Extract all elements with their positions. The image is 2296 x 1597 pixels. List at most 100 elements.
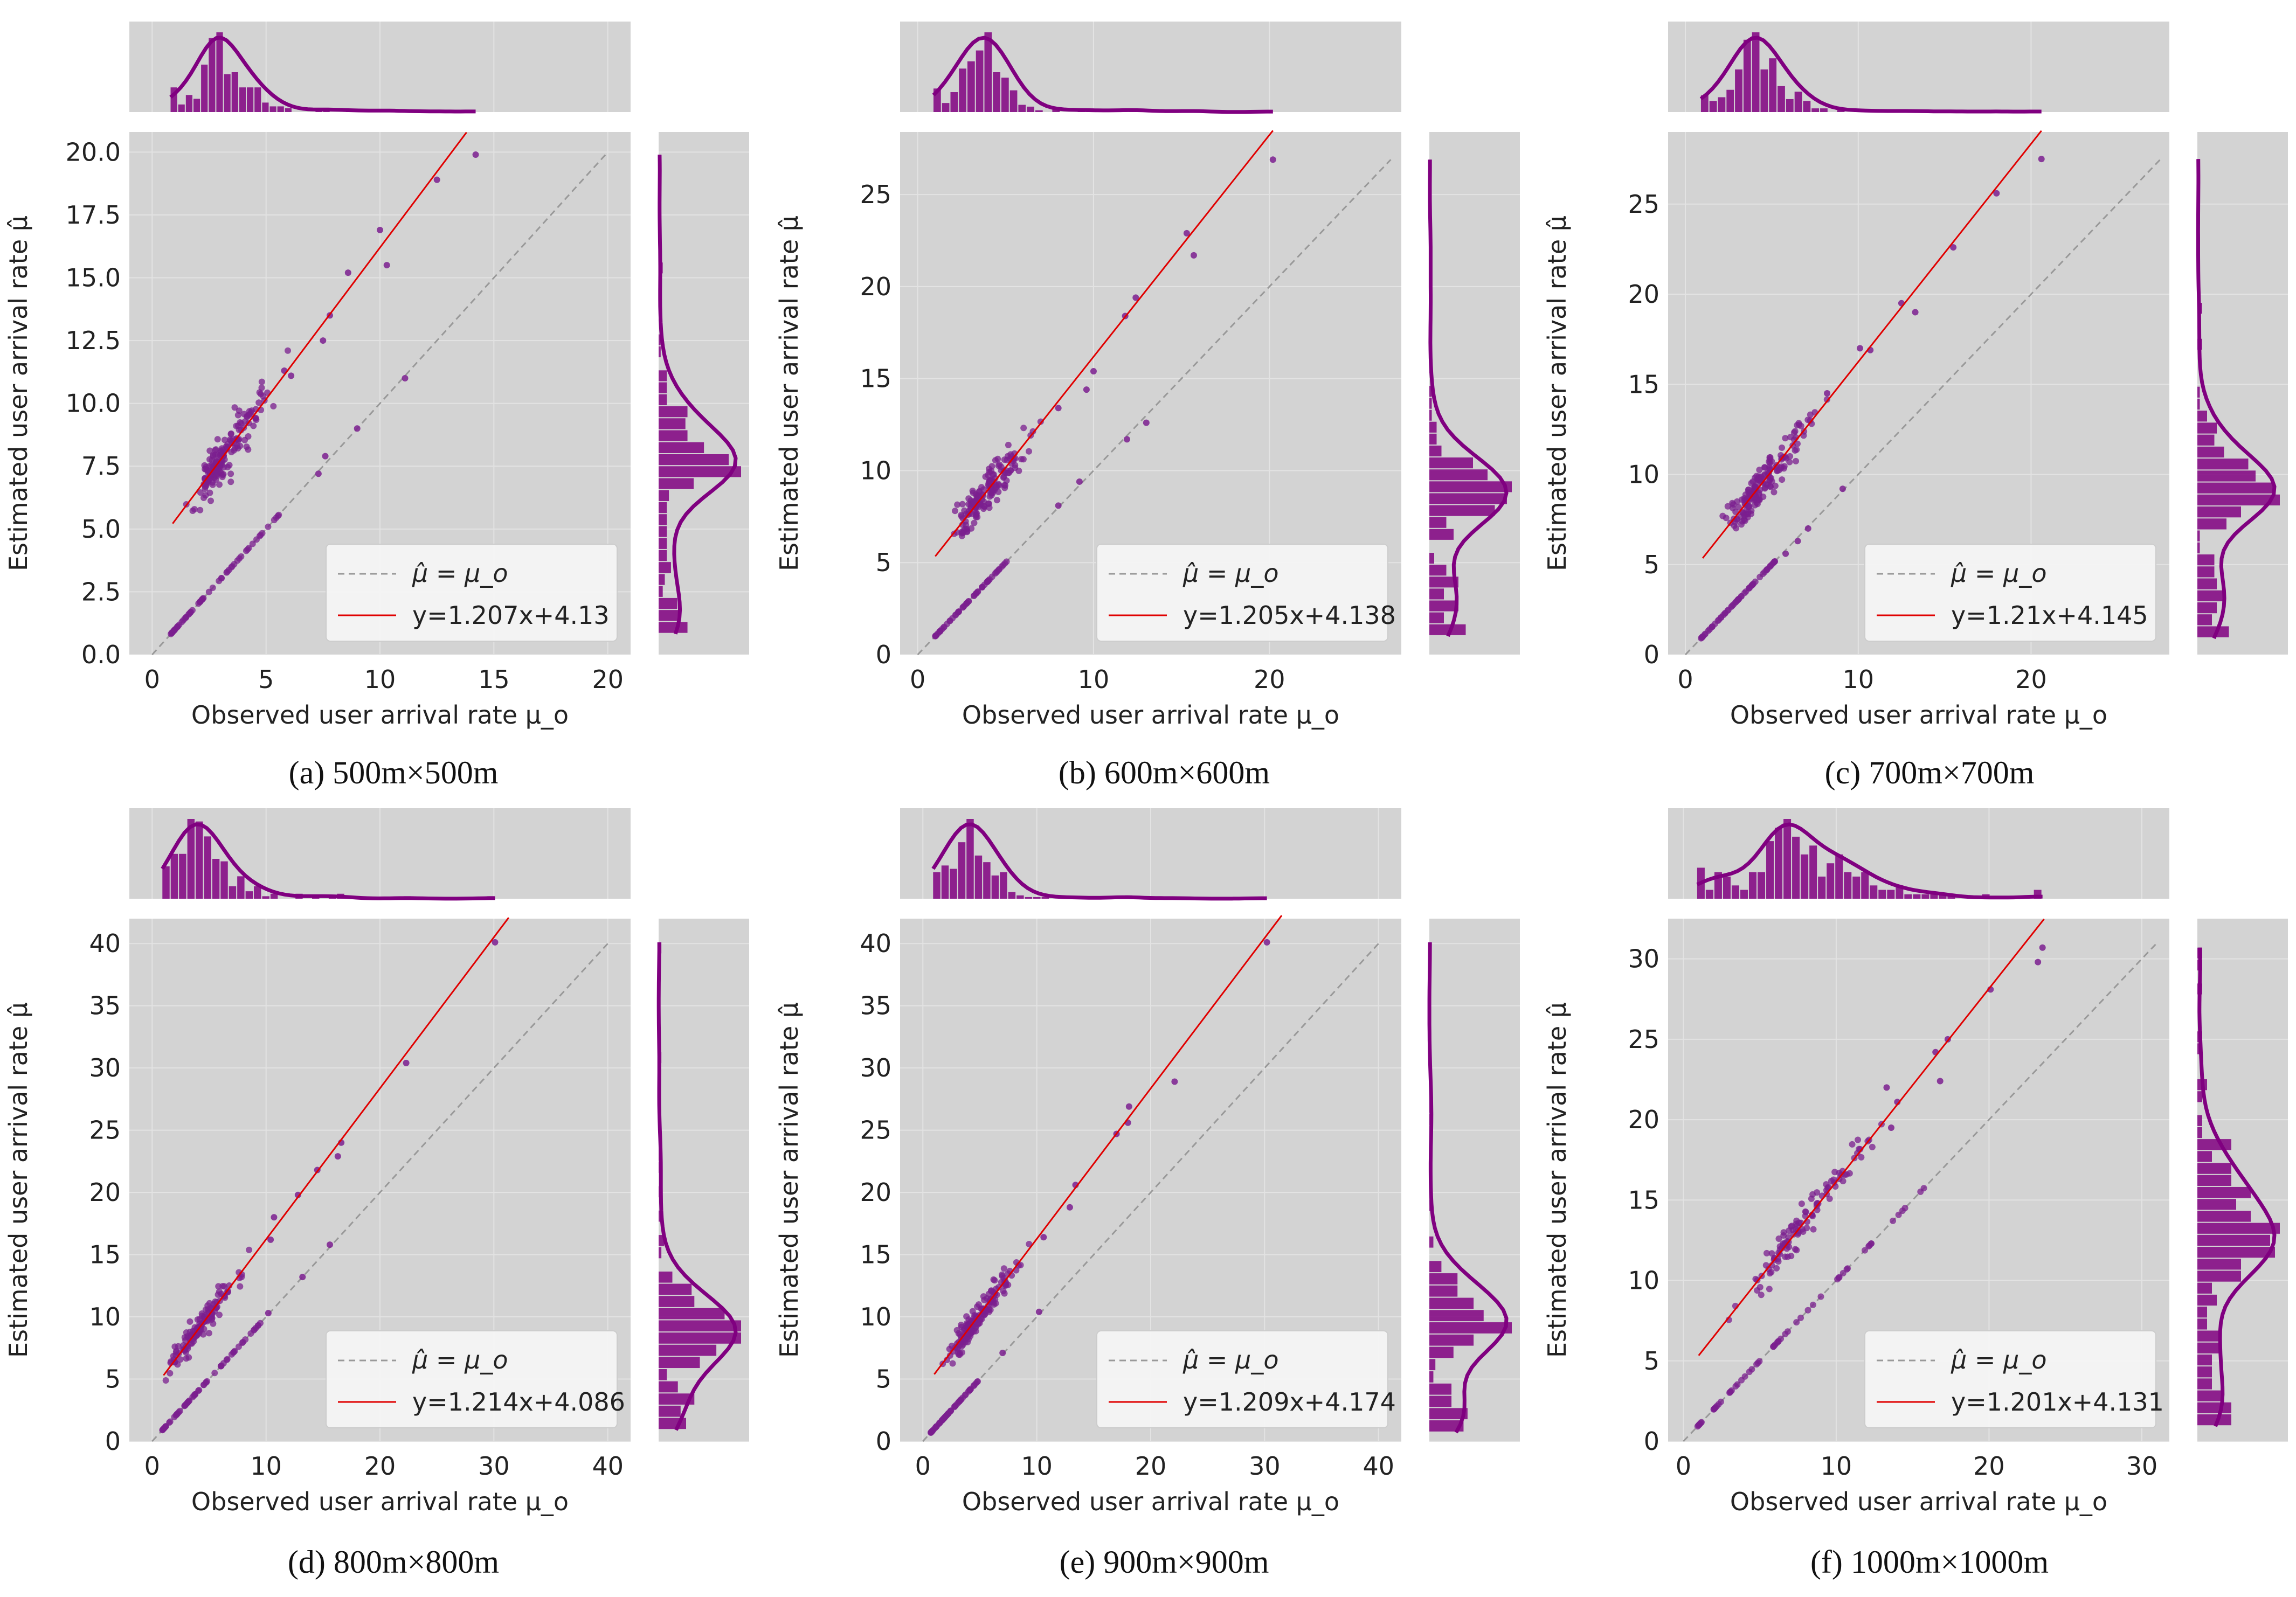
- histogram-bar: [1429, 1261, 1442, 1273]
- histogram-bar: [1429, 1310, 1484, 1322]
- scatter-point: [1001, 484, 1008, 491]
- y-tick-label: 30: [860, 1053, 891, 1082]
- histogram-bar: [1429, 553, 1434, 564]
- kde-curve: [169, 36, 476, 114]
- y-tick-label: 10: [1628, 1266, 1659, 1295]
- histogram-bar: [1844, 872, 1852, 899]
- x-tick-label: 30: [2126, 1452, 2158, 1481]
- histogram-bar: [270, 893, 278, 899]
- histogram-bar: [2197, 578, 2217, 589]
- x-axis-label: Observed user arrival rate μ_o: [1730, 700, 2107, 730]
- histogram-bar: [1429, 1346, 1454, 1358]
- scatter-point: [205, 1330, 212, 1337]
- scatter-point: [247, 1330, 254, 1337]
- kde-curve: [931, 822, 1267, 901]
- histogram-bar: [2197, 1390, 2222, 1401]
- scatter-point: [975, 1301, 982, 1308]
- kde-curve: [2196, 159, 2277, 640]
- scatter-point: [236, 407, 243, 414]
- scatter-point: [1029, 428, 1036, 435]
- histogram-bar: [941, 865, 949, 899]
- scatter-point: [974, 513, 981, 520]
- histogram-bar: [659, 1332, 741, 1344]
- histogram-bar: [1016, 895, 1024, 899]
- scatter-point: [204, 1378, 211, 1385]
- scatter-point: [1753, 1361, 1760, 1368]
- scatter-point: [227, 478, 234, 485]
- scatter-point: [241, 436, 248, 443]
- scatter-point: [1869, 1143, 1876, 1150]
- top-marginal-bg: [1668, 808, 2169, 899]
- scatter-point: [992, 570, 999, 577]
- scatter-point: [1025, 448, 1032, 455]
- scatter-point: [1883, 1084, 1890, 1091]
- histogram-bar: [1027, 106, 1034, 112]
- histogram-bar: [2197, 1307, 2207, 1318]
- scatter-point: [271, 517, 278, 524]
- y-axis-label: Estimated user arrival rate μ̂: [774, 1002, 804, 1358]
- histogram-bar: [247, 87, 254, 112]
- top-marginal-bg: [900, 22, 1401, 112]
- scatter-point: [1055, 502, 1062, 509]
- scatter-point: [948, 1407, 955, 1414]
- histogram-bar: [2197, 1127, 2202, 1138]
- histogram-bar: [2197, 1294, 2217, 1306]
- right-marginal-histogram: [1427, 919, 1520, 1442]
- scatter-point: [202, 475, 209, 482]
- top-marginal-bg: [1668, 22, 2169, 112]
- scatter-point: [1782, 435, 1789, 442]
- scatter-point: [1793, 457, 1800, 464]
- scatter-point: [980, 503, 987, 510]
- x-tick-label: 10: [250, 1452, 282, 1481]
- scatter-point: [334, 1153, 341, 1160]
- y-tick-label: 5: [876, 548, 891, 577]
- scatter-point: [177, 1356, 184, 1363]
- histogram-bar: [1429, 445, 1442, 457]
- histogram-bar: [2197, 518, 2226, 530]
- identity-line: [922, 943, 1379, 1442]
- scatter-point: [963, 522, 970, 529]
- histogram-bar: [1429, 624, 1466, 635]
- histogram-bar: [1429, 1383, 1452, 1395]
- scatter-point: [186, 610, 193, 617]
- top-marginal-histogram: [1668, 22, 2169, 114]
- y-tick-label: 40: [860, 929, 891, 958]
- scatter-point: [1741, 1373, 1748, 1380]
- histogram-bar: [2197, 494, 2280, 506]
- scatter-point: [1858, 1154, 1865, 1161]
- scatter-point: [1758, 478, 1765, 485]
- scatter-point: [1804, 1307, 1811, 1314]
- histogram-bar: [1783, 819, 1792, 899]
- histogram-bar: [2197, 446, 2224, 458]
- scatter-point: [970, 1382, 977, 1389]
- scatter-point: [237, 1283, 244, 1290]
- histogram-bar: [1429, 421, 1437, 433]
- histogram-bar: [659, 586, 663, 597]
- scatter-point: [1912, 309, 1919, 316]
- histogram-bar: [659, 1344, 717, 1356]
- histogram-bar: [1429, 600, 1458, 612]
- x-tick-label: 0: [910, 665, 925, 694]
- scatter-point: [1123, 436, 1130, 443]
- scatter-point: [962, 1392, 969, 1399]
- y-tick-label: 25: [89, 1116, 121, 1145]
- scatter-point: [1794, 538, 1801, 545]
- x-tick-label: 40: [1363, 1452, 1394, 1481]
- histogram-bar: [942, 103, 950, 112]
- histogram-bar: [204, 836, 211, 899]
- kde-curve: [1428, 159, 1509, 637]
- scatter-point: [995, 488, 1002, 495]
- histogram-bar: [1429, 517, 1447, 528]
- x-tick-label: 40: [592, 1452, 624, 1481]
- histogram-bar: [659, 622, 688, 633]
- histogram-bar: [1429, 565, 1447, 576]
- scatter-point: [265, 523, 272, 530]
- histogram-bar: [659, 490, 669, 501]
- scatter-point: [1758, 1292, 1765, 1299]
- scatter-point: [949, 1360, 956, 1367]
- histogram-bar: [2197, 566, 2215, 578]
- identity-line: [1684, 158, 2162, 656]
- legend-fit-label: y=1.214x+4.086: [412, 1387, 625, 1417]
- y-tick-label: 17.5: [66, 200, 121, 230]
- legend: μ̂ = μ_o y=1.201x+4.131: [1864, 1330, 2164, 1428]
